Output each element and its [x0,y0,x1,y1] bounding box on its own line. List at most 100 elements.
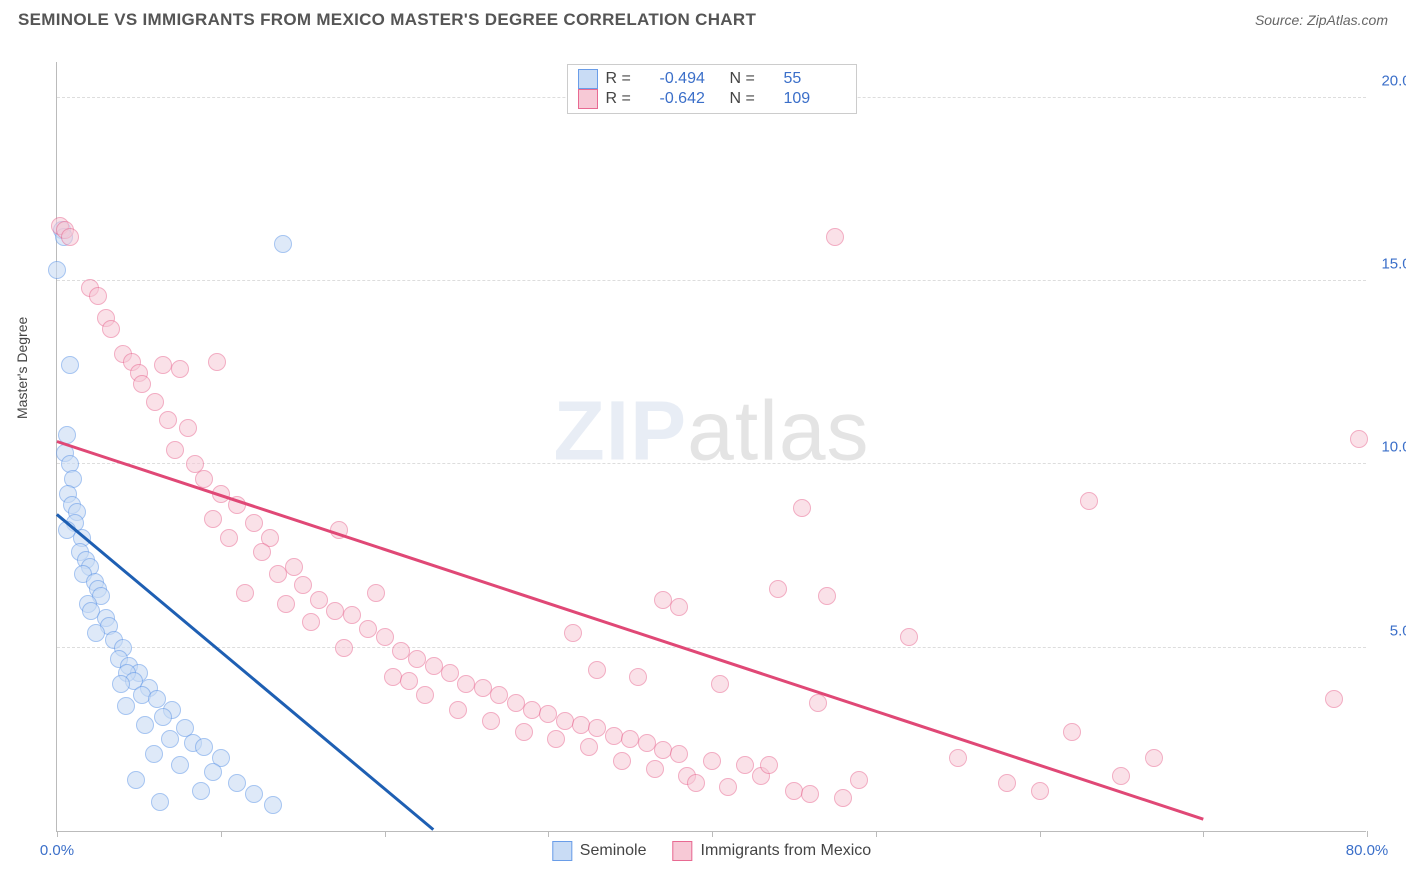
legend-r-label: R = [606,90,646,108]
data-point [245,785,263,803]
chart-title: SEMINOLE VS IMMIGRANTS FROM MEXICO MASTE… [18,10,756,30]
x-tick [548,831,549,837]
legend-swatch [673,841,693,861]
plot-area: ZIPatlas R =-0.494N =55R =-0.642N =109 S… [56,62,1366,832]
data-point [900,628,918,646]
data-point [687,774,705,792]
data-point [400,672,418,690]
x-tick [1367,831,1368,837]
data-point [166,441,184,459]
data-point [482,712,500,730]
data-point [416,686,434,704]
data-point [302,613,320,631]
data-point [145,745,163,763]
legend-r-value: -0.642 [654,90,722,108]
legend-stat-row: R = -0.642 N = 109 [578,89,846,109]
x-tick-label: 80.0% [1346,842,1389,859]
legend-swatch [552,841,572,861]
x-tick [1203,831,1204,837]
legend-n-value: 109 [778,90,846,108]
data-point [204,763,222,781]
x-tick [1040,831,1041,837]
data-point [127,771,145,789]
chart-container: Master's Degree ZIPatlas R =-0.494N =55R… [18,44,1388,874]
legend-item: Seminole [552,841,647,861]
data-point [274,235,292,253]
correlation-legend: R =-0.494N =55R =-0.642N =109 [567,64,857,114]
data-point [809,694,827,712]
data-point [654,591,672,609]
x-tick [712,831,713,837]
y-tick-label: 20.0% [1381,72,1406,89]
data-point [264,796,282,814]
data-point [998,774,1016,792]
data-point [151,793,169,811]
y-tick-label: 5.0% [1390,622,1406,639]
data-point [1112,767,1130,785]
data-point [171,756,189,774]
data-point [1063,723,1081,741]
series-legend: SeminoleImmigrants from Mexico [552,841,871,861]
data-point [326,602,344,620]
data-point [588,661,606,679]
x-tick [57,831,58,837]
data-point [228,774,246,792]
data-point [159,411,177,429]
data-point [670,598,688,616]
data-point [236,584,254,602]
data-point [760,756,778,774]
data-point [539,705,557,723]
data-point [359,620,377,638]
data-point [1325,690,1343,708]
data-point [154,356,172,374]
y-axis-label: Master's Degree [14,317,30,419]
data-point [208,353,226,371]
data-point [310,591,328,609]
data-point [646,760,664,778]
data-point [572,716,590,734]
x-tick [221,831,222,837]
legend-swatch [578,69,598,89]
data-point [818,587,836,605]
data-point [269,565,287,583]
data-point [425,657,443,675]
data-point [588,719,606,737]
data-point [1080,492,1098,510]
data-point [102,320,120,338]
gridline [57,647,1366,648]
data-point [87,624,105,642]
data-point [801,785,819,803]
data-point [294,576,312,594]
data-point [220,529,238,547]
data-point [61,356,79,374]
data-point [556,712,574,730]
data-point [507,694,525,712]
data-point [335,639,353,657]
data-point [179,419,197,437]
data-point [146,393,164,411]
data-point [154,708,172,726]
data-point [490,686,508,704]
data-point [376,628,394,646]
data-point [192,782,210,800]
gridline [57,280,1366,281]
data-point [392,642,410,660]
data-point [195,738,213,756]
data-point [61,228,79,246]
data-point [834,789,852,807]
legend-r-label: R = [606,70,646,88]
data-point [1350,430,1368,448]
data-point [719,778,737,796]
data-point [769,580,787,598]
data-point [133,375,151,393]
data-point [736,756,754,774]
data-point [638,734,656,752]
data-point [474,679,492,697]
data-point [711,675,729,693]
data-point [580,738,598,756]
data-point [277,595,295,613]
data-point [785,782,803,800]
data-point [850,771,868,789]
legend-n-label: N = [730,90,770,108]
data-point [449,701,467,719]
